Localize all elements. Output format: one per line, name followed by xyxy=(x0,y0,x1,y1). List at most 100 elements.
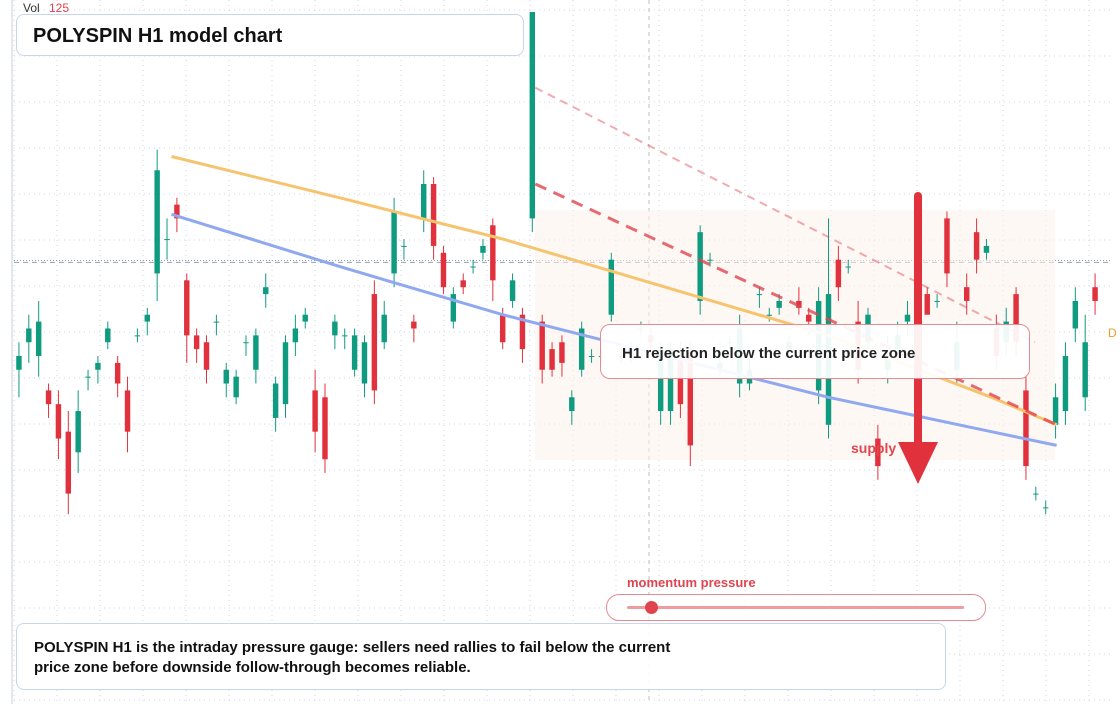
candle-bear xyxy=(114,362,121,384)
candle-bull xyxy=(342,335,348,337)
candle-bull xyxy=(302,314,308,322)
candle-bear xyxy=(440,252,447,288)
rejection-callout: H1 rejection below the current price zon… xyxy=(600,324,1030,379)
candle-bear xyxy=(559,342,565,363)
candle-bull xyxy=(450,294,457,322)
candle-bull xyxy=(351,335,358,370)
candle-bull xyxy=(26,328,32,343)
candle-bear xyxy=(924,294,930,315)
candle-bull xyxy=(233,376,239,398)
candle-bull xyxy=(1042,507,1049,509)
candle-bear xyxy=(371,294,378,391)
candle-bull xyxy=(756,294,763,296)
candle-bear xyxy=(539,321,545,370)
candle-bull xyxy=(243,342,249,344)
candle-bull xyxy=(1082,342,1088,398)
caption-text: POLYSPIN H1 is the intraday pressure gau… xyxy=(34,639,671,676)
candle-bear xyxy=(430,184,437,246)
candle-bull xyxy=(263,287,269,295)
chart-title: POLYSPIN H1 model chart xyxy=(33,25,283,47)
candle-bull xyxy=(904,314,911,322)
candle-bear xyxy=(875,438,881,467)
edge-price-label: D xyxy=(1108,326,1117,340)
candle-bear xyxy=(411,321,417,329)
candle-bear xyxy=(519,314,526,350)
candle-bear xyxy=(499,314,506,343)
candle-bull xyxy=(361,342,368,384)
candle-bear xyxy=(1013,294,1019,343)
candle-bull xyxy=(470,266,476,268)
gauge-track xyxy=(627,606,964,609)
caption-panel: POLYSPIN H1 is the intraday pressure gau… xyxy=(16,623,946,690)
candle-bull xyxy=(292,328,299,343)
candle-bear xyxy=(193,335,200,350)
candle-bear xyxy=(490,225,496,281)
candle-bull xyxy=(223,369,229,384)
candle-bull xyxy=(154,170,160,274)
candle-bull xyxy=(569,397,575,412)
candle-bear xyxy=(964,287,970,301)
momentum-gauge[interactable] xyxy=(606,594,986,621)
candle-bull xyxy=(529,12,536,219)
candle-bear xyxy=(45,390,52,405)
candle-bear xyxy=(549,349,555,370)
candle-bull xyxy=(134,335,141,337)
candle-bear xyxy=(806,314,812,322)
candle-bull xyxy=(776,300,782,308)
volume-label: Vol xyxy=(23,1,40,15)
candle-bull xyxy=(105,328,111,343)
candle-bull xyxy=(588,356,595,357)
candle-bull xyxy=(164,239,170,241)
candle-bull xyxy=(667,349,674,412)
downtrend-arrow-head xyxy=(898,442,938,484)
candle-bear xyxy=(203,342,210,370)
candle-bull xyxy=(332,321,338,336)
supply-label: supply xyxy=(851,440,897,456)
candle-bull xyxy=(391,211,397,274)
candle-bull xyxy=(95,362,101,370)
candle-bull xyxy=(213,321,220,323)
candle-bear xyxy=(835,259,842,288)
candle-bull xyxy=(35,321,42,356)
ema-orange-line xyxy=(171,155,1058,427)
candle-bear xyxy=(944,218,950,274)
volume-value: 125 xyxy=(49,1,70,15)
candle-bull xyxy=(253,335,259,370)
candle-bear xyxy=(677,356,684,405)
candle-bear xyxy=(973,232,980,260)
candle-bear xyxy=(55,404,62,439)
supply-trendline-light xyxy=(534,86,1036,344)
candle-bull xyxy=(578,328,585,370)
candle-bull xyxy=(1072,300,1079,329)
candle-bear xyxy=(460,280,466,288)
callout-text: H1 rejection below the current price zon… xyxy=(622,345,916,362)
candle-bull xyxy=(1052,397,1059,425)
candle-bear xyxy=(65,431,72,494)
candle-bull xyxy=(983,245,990,253)
candle-bear xyxy=(687,356,693,446)
candle-bull xyxy=(282,342,289,405)
gauge-label: momentum pressure xyxy=(627,575,756,590)
candle-bear xyxy=(174,204,180,219)
candle-bull xyxy=(766,314,772,316)
candle-bear xyxy=(124,390,131,432)
candle-bull xyxy=(75,411,81,453)
candle-bull xyxy=(381,314,387,343)
candle-bull xyxy=(707,259,713,261)
candle-bull xyxy=(697,232,703,301)
gauge-thumb[interactable] xyxy=(644,601,658,614)
supply-trendline-heavy xyxy=(534,182,1058,427)
candle-bull xyxy=(401,245,407,247)
candle-bear xyxy=(322,397,328,460)
candle-bull xyxy=(1062,356,1069,412)
candle-bull xyxy=(480,245,486,253)
candle-bear xyxy=(184,280,190,336)
candle-bull xyxy=(421,184,427,219)
candle-bear xyxy=(312,390,318,432)
candle-bear xyxy=(1092,287,1098,301)
candle-bull xyxy=(845,266,851,268)
candle-bull xyxy=(1033,493,1039,495)
candle-bull xyxy=(608,259,615,315)
candle-bull xyxy=(509,280,516,301)
candle-bull xyxy=(657,349,664,412)
